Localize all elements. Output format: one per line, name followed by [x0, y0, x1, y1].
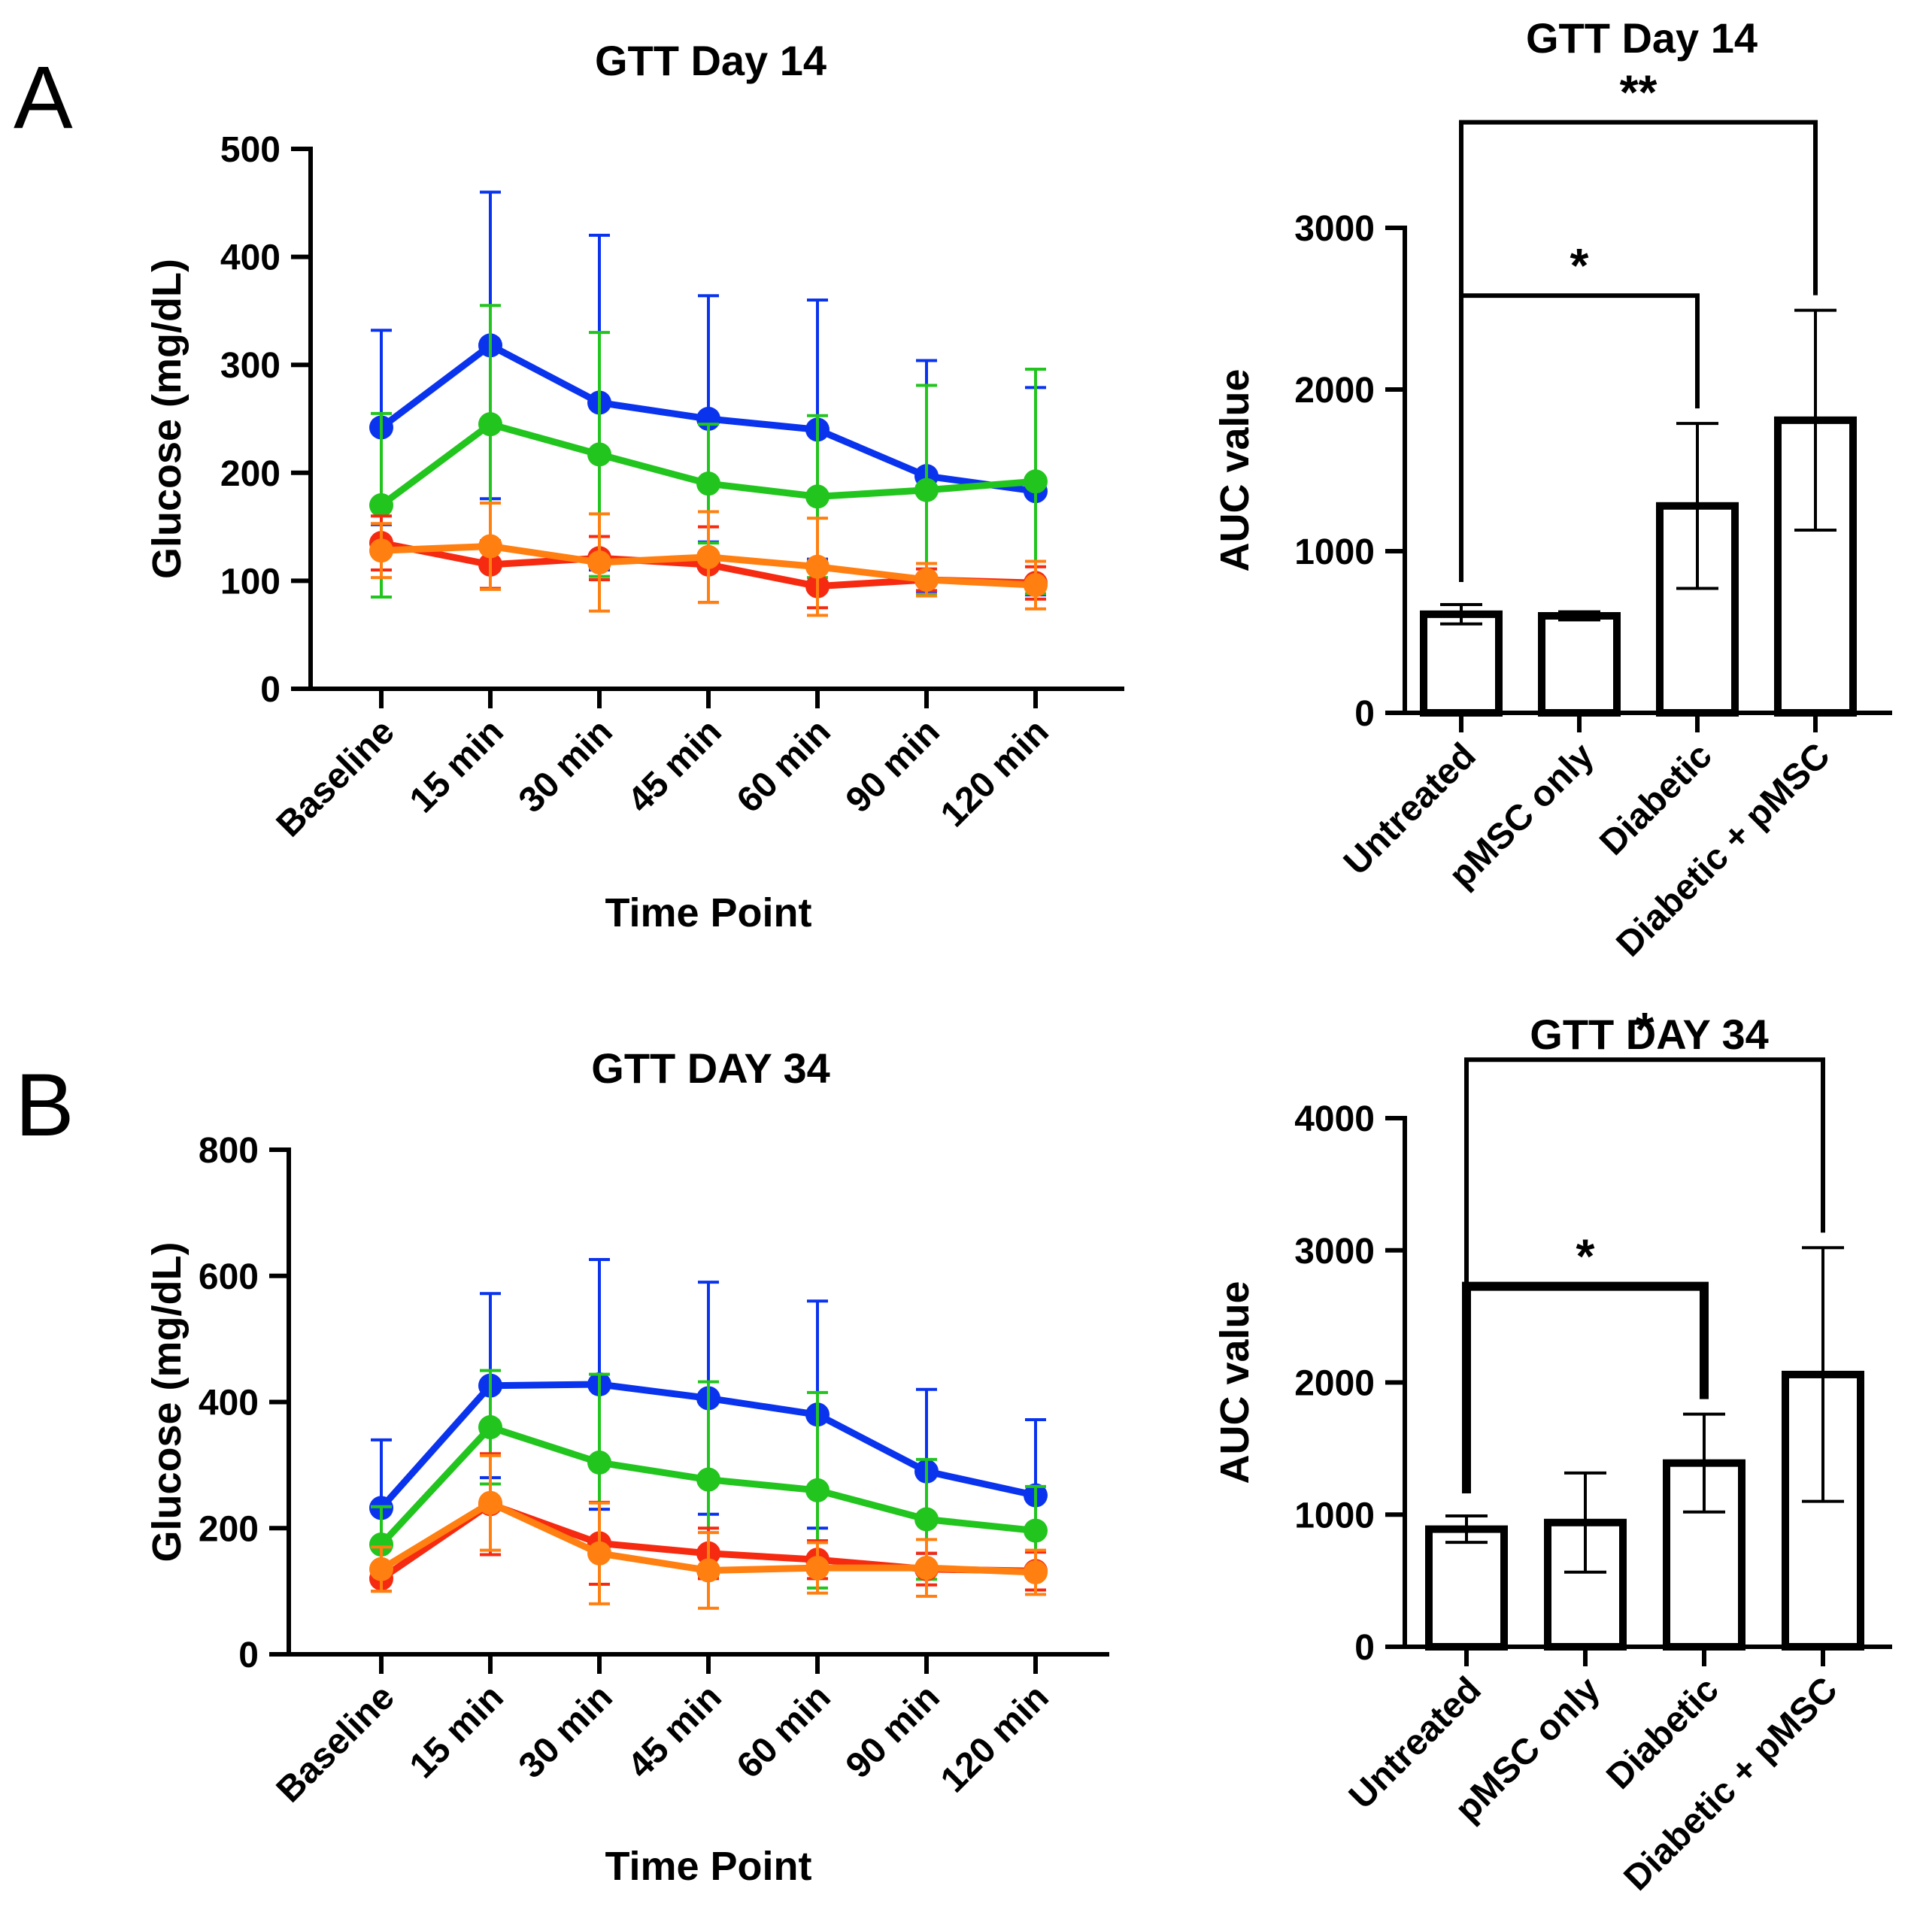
x-tick-label: 90 min: [839, 711, 948, 820]
y-tick-label: 4000: [1294, 1099, 1375, 1139]
y-tick-label: 500: [220, 130, 281, 170]
x-tick-label: 45 min: [620, 1677, 729, 1786]
x-tick-label: 15 min: [402, 1677, 511, 1786]
x-axis-label: Time Point: [605, 890, 811, 935]
y-tick-label: 0: [260, 670, 281, 710]
series-pmsc-only: [369, 502, 1048, 617]
significance-label: *: [1576, 1229, 1595, 1284]
data-point: [805, 1478, 830, 1502]
y-tick-label: 400: [220, 238, 281, 278]
y-tick-label: 2000: [1294, 371, 1375, 411]
significance-label: *: [1570, 238, 1589, 293]
data-point: [478, 1415, 502, 1440]
data-point: [805, 554, 830, 579]
chart-title: GTT DAY 34: [591, 1044, 830, 1092]
data-point: [587, 550, 611, 574]
data-point: [369, 538, 393, 563]
data-point: [696, 544, 720, 569]
y-tick-label: 200: [199, 1509, 259, 1549]
x-tick-label: Diabetic: [1599, 1669, 1727, 1797]
chart-title: GTT Day 14: [595, 37, 826, 84]
y-axis-label: Glucose (mg/dL): [144, 1241, 190, 1562]
y-tick-label: 600: [199, 1257, 259, 1297]
panel-label-a: A: [14, 48, 73, 147]
x-tick-label: 60 min: [729, 711, 839, 820]
x-tick-label: Baseline: [269, 1677, 402, 1810]
data-point: [587, 1451, 611, 1475]
data-point: [914, 477, 939, 502]
x-tick-label: 30 min: [511, 711, 620, 820]
x-tick-label: 15 min: [402, 711, 511, 820]
significance-label: **: [1620, 65, 1658, 120]
panel-label-b: B: [15, 1056, 74, 1155]
x-tick-label: 120 min: [933, 711, 1057, 835]
series-pmsc-only: [369, 1454, 1048, 1610]
data-point: [478, 1490, 502, 1515]
y-axis-label: AUC value: [1212, 1281, 1257, 1484]
y-axis-label: AUC value: [1212, 368, 1257, 571]
data-point: [1024, 469, 1048, 494]
y-tick-label: 3000: [1294, 1232, 1375, 1272]
x-tick-label: 120 min: [933, 1677, 1057, 1800]
y-axis-label: Glucose (mg/dL): [144, 259, 190, 579]
x-tick-label: 90 min: [839, 1677, 948, 1786]
x-tick-label: 30 min: [511, 1677, 620, 1786]
data-point: [1024, 1560, 1048, 1584]
y-tick-label: 200: [220, 454, 281, 494]
data-point: [369, 493, 393, 517]
data-point: [478, 534, 502, 559]
significance-bracket: [1464, 1057, 1825, 1494]
data-point: [914, 567, 939, 592]
y-tick-label: 0: [1354, 694, 1375, 734]
y-tick-label: 400: [199, 1384, 259, 1423]
data-point: [696, 1467, 720, 1492]
chart-title: GTT Day 14: [1526, 14, 1758, 62]
chart-gtt-day14-glucose: GTT Day 14 0 100 200 300 400 500 Baseline 15 min…: [144, 37, 1124, 935]
x-tick-label: Diabetic + pMSC: [1609, 735, 1837, 964]
y-tick-label: 1000: [1294, 1496, 1375, 1535]
x-tick-label: Baseline: [269, 711, 402, 844]
chart-gtt-day34-glucose: GTT DAY 34 0 200 400 600 800 Baseline 15 min 30 …: [144, 1044, 1109, 1889]
data-point: [478, 412, 502, 437]
data-point: [805, 484, 830, 509]
y-tick-label: 0: [1354, 1628, 1375, 1668]
y-tick-label: 3000: [1294, 209, 1375, 249]
x-tick-label: 45 min: [620, 711, 729, 820]
y-tick-label: 300: [220, 346, 281, 386]
significance-label: *: [1636, 1002, 1654, 1056]
x-tick-label: Diabetic + pMSC: [1616, 1669, 1845, 1898]
bar: [1420, 610, 1503, 717]
data-point: [1024, 1518, 1048, 1543]
x-tick-label: 60 min: [729, 1677, 839, 1786]
bar: [1538, 612, 1621, 717]
y-tick-label: 800: [199, 1131, 259, 1171]
y-tick-label: 1000: [1294, 532, 1375, 572]
data-point: [914, 1507, 939, 1532]
data-point: [369, 1532, 393, 1557]
chart-title: GTT DAY 34: [1530, 1011, 1768, 1058]
data-point: [696, 471, 720, 496]
y-tick-label: 2000: [1294, 1364, 1375, 1404]
y-tick-label: 100: [220, 562, 281, 602]
data-point: [914, 1556, 939, 1581]
x-axis-label: Time Point: [605, 1844, 811, 1889]
bar: [1425, 1525, 1508, 1651]
data-point: [805, 1556, 830, 1581]
data-point: [587, 442, 611, 467]
data-point: [696, 1558, 720, 1583]
data-point: [587, 1541, 611, 1566]
y-tick-label: 0: [238, 1635, 259, 1675]
significance-bracket: [1459, 120, 1818, 582]
data-point: [369, 1557, 393, 1581]
data-point: [1024, 573, 1048, 598]
